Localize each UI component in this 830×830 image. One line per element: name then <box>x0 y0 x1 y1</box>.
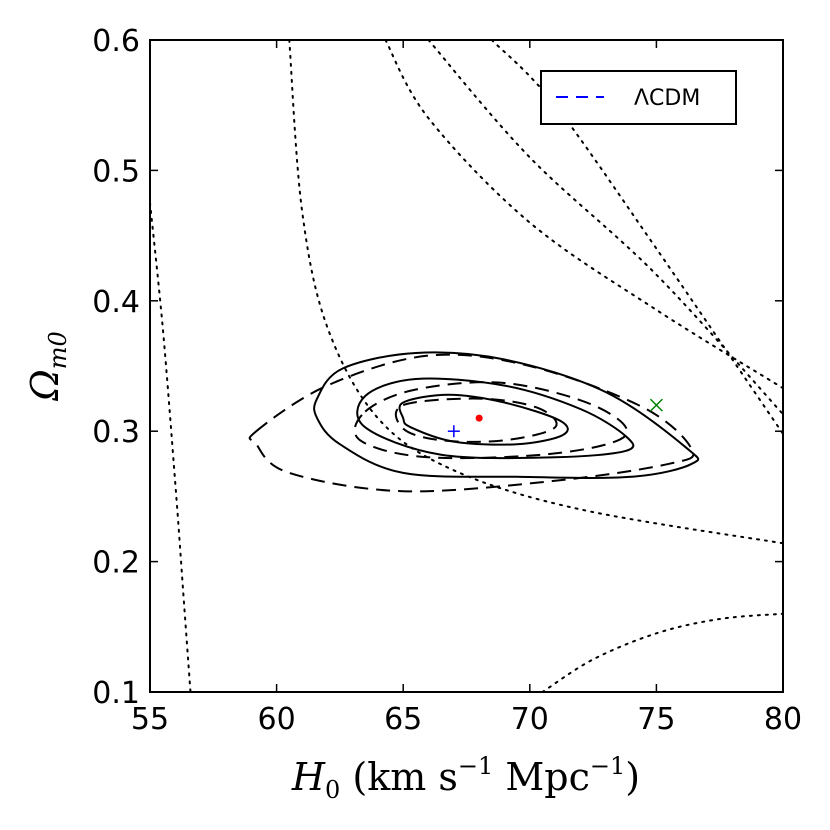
x-tick-label: 55 <box>131 702 169 737</box>
contour-dashed-2sigma <box>353 381 629 460</box>
y-axis-label: Ωm0 <box>23 331 72 402</box>
contour-dotted-3 <box>427 40 783 416</box>
x-tick-label: 70 <box>511 702 549 737</box>
y-axis-ticks: 0.1 0.2 0.3 0.4 0.5 0.6 <box>92 24 783 711</box>
x-axis-ticks: 55 60 65 70 75 80 <box>131 40 802 737</box>
plot-frame <box>149 39 784 693</box>
y-tick-label: 0.2 <box>92 546 140 581</box>
y-tick-label: 0.1 <box>92 676 140 711</box>
contour-dotted-1 <box>150 202 192 692</box>
contour-solid-1sigma <box>398 393 569 446</box>
contour-dotted-6 <box>541 612 783 692</box>
contour-dotted-2 <box>384 40 783 390</box>
contour-dashed-1sigma <box>394 397 558 443</box>
y-tick-label: 0.6 <box>92 24 140 59</box>
x-tick-label: 75 <box>637 702 675 737</box>
y-tick-label: 0.5 <box>92 154 140 189</box>
y-tick-label: 0.3 <box>92 415 140 450</box>
legend-box <box>540 70 737 125</box>
contour-lines <box>150 40 783 692</box>
legend-label-lcdm: ΛCDM <box>634 86 700 111</box>
x-axis-label: H0 (km s−1 Mpc−1) <box>291 752 640 804</box>
contour-dotted-4 <box>490 40 783 435</box>
contour-dashed-3sigma <box>248 353 695 493</box>
x-tick-label: 60 <box>258 702 296 737</box>
x-tick-label: 65 <box>384 702 422 737</box>
marker-reference-point <box>649 398 663 412</box>
best-fit-markers <box>447 398 663 438</box>
contour-dotted-5 <box>288 40 783 545</box>
marker-lcdm-best-fit <box>447 425 460 438</box>
x-tick-label: 80 <box>764 702 802 737</box>
legend: ΛCDM <box>540 70 737 125</box>
contour-solid-2sigma <box>356 377 635 460</box>
marker-model-best-fit <box>475 414 483 422</box>
y-tick-label: 0.4 <box>92 285 140 320</box>
contour-solid-3sigma <box>313 351 700 479</box>
